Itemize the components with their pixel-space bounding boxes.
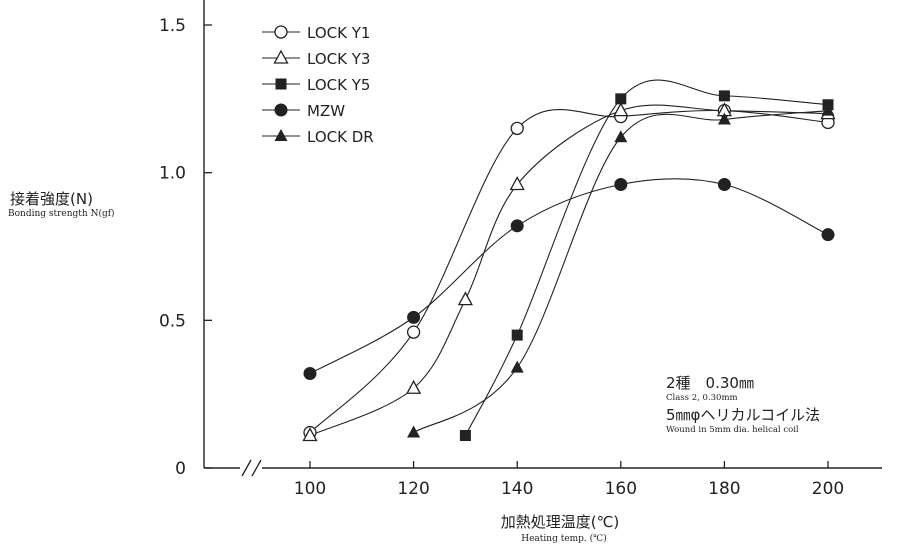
legend-marker-mzw <box>274 103 288 117</box>
data-point-lock-y3 <box>302 427 318 442</box>
legend-marker-lock-y5 <box>275 78 287 90</box>
data-point-lock-dr <box>407 425 421 438</box>
data-point-lock-dr <box>717 112 731 125</box>
x-tick-label: 140 <box>501 479 533 499</box>
x-tick-label: 160 <box>605 479 637 499</box>
data-point-lock-y1 <box>510 121 524 136</box>
data-point-lock-y5 <box>615 93 627 105</box>
legend-label-lock-y1: LOCK Y1 <box>307 24 370 42</box>
data-point-mzw <box>510 219 524 233</box>
data-point-lock-dr <box>510 360 524 373</box>
data-point-lock-y5 <box>718 90 730 102</box>
data-point-lock-y1 <box>406 325 421 339</box>
data-point-lock-y5 <box>459 430 471 442</box>
x-axis-label: 加熱処理温度(℃) <box>501 513 620 531</box>
y-tick-label: 0 <box>175 459 186 479</box>
data-point-lock-y3 <box>509 176 525 191</box>
x-axis-label-en: Heating temp. (℃) <box>521 533 607 544</box>
x-tick-label: 120 <box>397 479 429 499</box>
series-line-mzw <box>309 178 829 374</box>
x-tick-label: 100 <box>294 479 326 499</box>
data-point-lock-dr <box>614 130 628 143</box>
data-point-lock-y3 <box>457 291 473 306</box>
legend: LOCK Y1 LOCK Y3 LOCK Y5 MZW LOCK DR <box>262 24 374 146</box>
labels: 0 0.5 1.0 1.5 100 120 140 160 180 200 接着強度(N)Bondi… <box>8 16 844 544</box>
legend-label-mzw: MZW <box>307 102 345 120</box>
y-tick-label: 1.5 <box>159 16 186 36</box>
legend-marker-lock-y3 <box>273 49 289 64</box>
legend-label-lock-y3: LOCK Y3 <box>307 50 370 68</box>
data-point-mzw <box>407 310 421 324</box>
annotation-line1: 2種 0.30㎜ <box>666 374 754 392</box>
x-axis-break-mark <box>251 459 262 477</box>
data-point-lock-dr <box>821 103 835 116</box>
y-tick-label: 1.0 <box>159 164 186 184</box>
series-line-lock-y5 <box>464 79 829 436</box>
annotation-line2: 5㎜φヘリカルコイル法 <box>666 406 820 424</box>
data-point-mzw <box>614 177 628 191</box>
axes <box>203 0 882 477</box>
legend-marker-lock-y1 <box>274 25 288 39</box>
data-point-mzw <box>821 228 835 242</box>
y-axis-label: 接着強度(N) <box>10 190 93 208</box>
data-point-mzw <box>717 177 731 191</box>
x-tick-label: 180 <box>708 479 740 499</box>
data-point-lock-y5 <box>511 329 523 341</box>
data-point-mzw <box>303 366 317 380</box>
legend-marker-lock-dr <box>274 129 288 141</box>
y-tick-label: 0.5 <box>159 311 186 331</box>
x-axis-break-mark <box>241 459 252 477</box>
markers <box>302 90 836 442</box>
annotation-line2-en: Wound in 5mm dia. helical coil <box>666 425 799 435</box>
y-axis-label-en: Bonding strength N(gf) <box>8 208 115 219</box>
x-tick-label: 200 <box>812 479 844 499</box>
series-line-lock-dr <box>413 110 829 434</box>
legend-label-lock-dr: LOCK DR <box>307 128 374 146</box>
data-point-lock-y3 <box>406 379 422 394</box>
data-point-lock-y3 <box>613 102 629 117</box>
legend-label-lock-y5: LOCK Y5 <box>307 76 370 94</box>
annotation-line1-en: Class 2, 0.30mm <box>666 393 738 403</box>
